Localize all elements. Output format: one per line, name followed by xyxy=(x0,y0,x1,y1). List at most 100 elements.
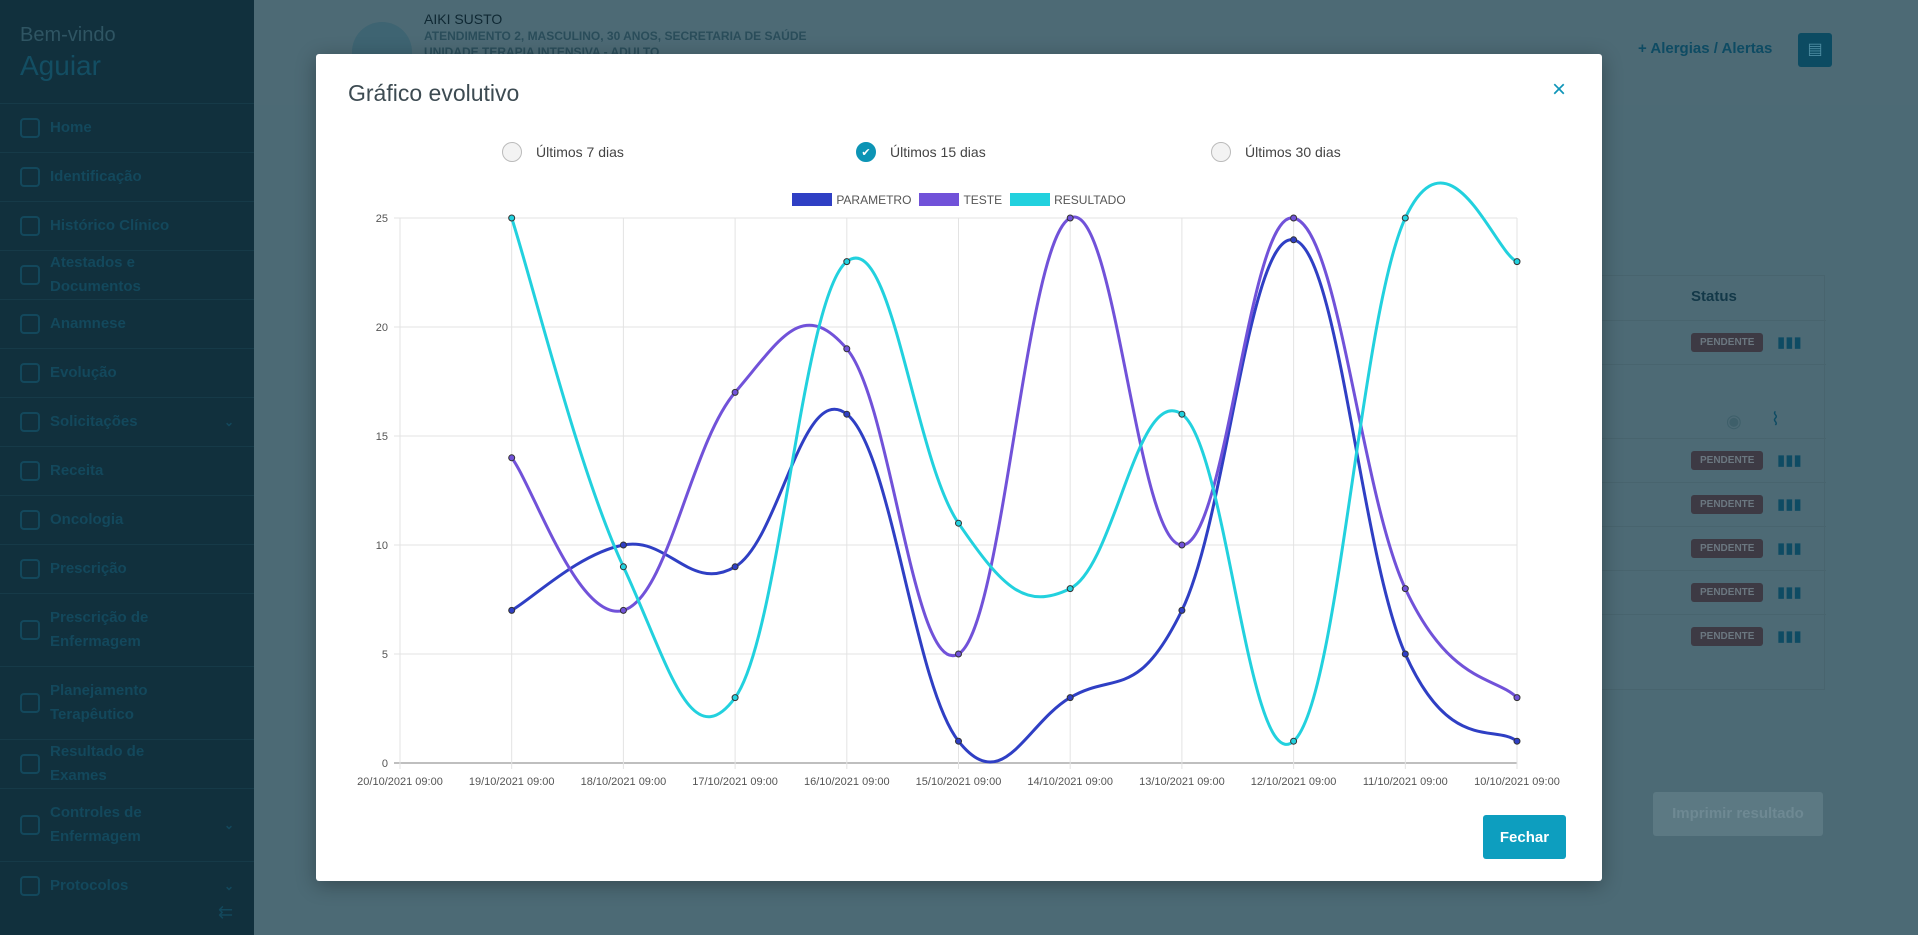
period-radio[interactable]: Últimos 7 dias xyxy=(502,142,624,162)
close-button[interactable]: Fechar xyxy=(1483,815,1566,859)
sidebar-item-label: Resultado de Exames xyxy=(50,743,145,784)
sidebar-item-label: Anamnese xyxy=(50,315,126,332)
radio-label: Últimos 7 dias xyxy=(536,144,624,160)
user-name: Aguiar xyxy=(20,50,101,81)
patient-info-line1: ATENDIMENTO 2, MASCULINO, 30 ANOS, SECRE… xyxy=(424,29,807,43)
sidebar-nav: Home Identificação Histórico Clínico Atesta… xyxy=(0,103,254,910)
menu-icon xyxy=(20,265,40,285)
legend-item[interactable]: RESULTADO xyxy=(1010,193,1126,207)
data-point xyxy=(1290,214,1298,222)
sidebar-item[interactable]: Protocolos ⌄ xyxy=(0,861,254,910)
status-badge: PENDENTE xyxy=(1691,495,1764,514)
data-point xyxy=(1178,606,1186,614)
data-point xyxy=(843,345,851,353)
data-point xyxy=(1513,258,1521,266)
close-icon[interactable]: × xyxy=(1551,76,1566,103)
period-radio[interactable]: ✔ Últimos 15 dias xyxy=(856,142,986,162)
data-point xyxy=(843,410,851,418)
sidebar-item[interactable]: Histórico Clínico xyxy=(0,201,254,250)
table-subrow: ◉ ⌇ xyxy=(1401,364,1826,438)
sidebar-item-label: Oncologia xyxy=(50,511,124,528)
legend-label: RESULTADO xyxy=(1054,193,1126,207)
sidebar-item[interactable]: Resultado de Exames xyxy=(0,739,254,788)
legend-item[interactable]: TESTE xyxy=(919,193,1002,207)
radio-circle[interactable] xyxy=(502,142,522,162)
document-button[interactable]: ▤ xyxy=(1798,33,1832,67)
bar-chart-icon[interactable]: ▮▮▮ xyxy=(1777,628,1802,645)
chevron-down-icon: ⌄ xyxy=(223,818,234,832)
sidebar-item-label: Evolução xyxy=(50,364,117,381)
sidebar-item-label: Prescrição xyxy=(50,560,127,577)
sidebar-item[interactable]: Prescrição xyxy=(0,544,254,593)
status-badge: PENDENTE xyxy=(1691,583,1764,602)
menu-icon xyxy=(20,216,40,236)
data-point xyxy=(1401,214,1409,222)
sidebar: Bem-vindo Aguiar Home Identificação Histór… xyxy=(0,0,254,935)
legend-label: PARAMETRO xyxy=(836,193,912,207)
bar-chart-icon[interactable]: ▮▮▮ xyxy=(1777,496,1802,513)
data-point xyxy=(619,606,627,614)
table-row: PENDENTE ▮▮▮ xyxy=(1401,526,1826,570)
bar-chart-icon[interactable]: ▮▮▮ xyxy=(1777,452,1802,469)
sidebar-item[interactable]: Solicitações ⌄ xyxy=(0,397,254,446)
sidebar-item[interactable]: Identificação xyxy=(0,152,254,201)
y-tick-label: 0 xyxy=(382,758,388,770)
print-result-button[interactable]: Imprimir resultado xyxy=(1653,792,1823,836)
sidebar-item-label: Atestados e Documentos xyxy=(50,254,141,295)
radio-label: Últimos 30 dias xyxy=(1245,144,1341,160)
data-point xyxy=(1513,694,1521,702)
series-line xyxy=(510,238,1518,764)
line-chart: 0 5 10 15 20 25 20/10/2021 09:00 19/10/2021 09:… xyxy=(357,181,1560,788)
menu-icon xyxy=(20,754,40,774)
data-point xyxy=(1178,410,1186,418)
allergies-alerts-link[interactable]: + Alergias / Alertas xyxy=(1638,40,1773,57)
data-point xyxy=(1401,650,1409,658)
legend-item[interactable]: PARAMETRO xyxy=(792,193,911,207)
y-tick-label: 15 xyxy=(376,431,388,443)
data-point xyxy=(1066,585,1074,593)
data-point xyxy=(1178,541,1186,549)
status-header[interactable]: Status xyxy=(1691,288,1737,305)
bar-chart-icon[interactable]: ▮▮▮ xyxy=(1777,334,1802,351)
legend-swatch xyxy=(1010,193,1051,206)
sidebar-item[interactable]: Planejamento Terapêutico xyxy=(0,666,254,739)
x-tick-label: 11/10/2021 09:00 xyxy=(1363,776,1448,788)
x-tick-label: 15/10/2021 09:00 xyxy=(916,776,1002,788)
data-point xyxy=(731,694,739,702)
table-row: PENDENTE ▮▮▮ xyxy=(1401,482,1826,526)
collapse-sidebar-icon[interactable]: ⇇ xyxy=(218,902,234,922)
data-point xyxy=(1401,585,1409,593)
radio-circle[interactable] xyxy=(1211,142,1231,162)
sidebar-item[interactable]: Atestados e Documentos xyxy=(0,250,254,299)
radio-label: Últimos 15 dias xyxy=(890,144,986,160)
status-badge: PENDENTE xyxy=(1691,539,1764,558)
sidebar-item[interactable]: Evolução xyxy=(0,348,254,397)
sidebar-item-label: Planejamento Terapêutico xyxy=(50,682,148,723)
sidebar-item[interactable]: Controles de Enfermagem ⌄ xyxy=(0,788,254,861)
sidebar-item[interactable]: Anamnese xyxy=(0,299,254,348)
bar-chart-icon[interactable]: ▮▮▮ xyxy=(1777,584,1802,601)
legend-swatch xyxy=(919,193,960,206)
line-chart-icon[interactable]: ⌇ xyxy=(1771,409,1780,429)
table-row: PENDENTE ▮▮▮ xyxy=(1401,570,1826,614)
sidebar-item[interactable]: Receita xyxy=(0,446,254,495)
period-radio[interactable]: Últimos 30 dias xyxy=(1211,142,1341,162)
data-point xyxy=(731,388,739,396)
data-point xyxy=(1290,737,1298,745)
sidebar-item[interactable]: Home xyxy=(0,103,254,152)
sidebar-item[interactable]: Prescrição de Enfermagem xyxy=(0,593,254,666)
sidebar-item-label: Solicitações xyxy=(50,413,138,430)
menu-icon xyxy=(20,815,40,835)
chart-legend: PARAMETRO TESTE RESULTADO xyxy=(316,193,1602,207)
table-row: PENDENTE ▮▮▮ xyxy=(1401,614,1826,658)
data-point xyxy=(1290,236,1298,244)
modal-title: Gráfico evolutivo xyxy=(348,80,520,106)
bar-chart-icon[interactable]: ▮▮▮ xyxy=(1777,540,1802,557)
table-row: PENDENTE ▮▮▮ xyxy=(1401,320,1826,364)
eye-icon[interactable]: ◉ xyxy=(1726,411,1742,431)
radio-circle[interactable]: ✔ xyxy=(856,142,876,162)
sidebar-item[interactable]: Oncologia xyxy=(0,495,254,544)
data-point xyxy=(1513,737,1521,745)
y-tick-label: 25 xyxy=(376,213,388,225)
y-tick-label: 10 xyxy=(376,540,388,552)
